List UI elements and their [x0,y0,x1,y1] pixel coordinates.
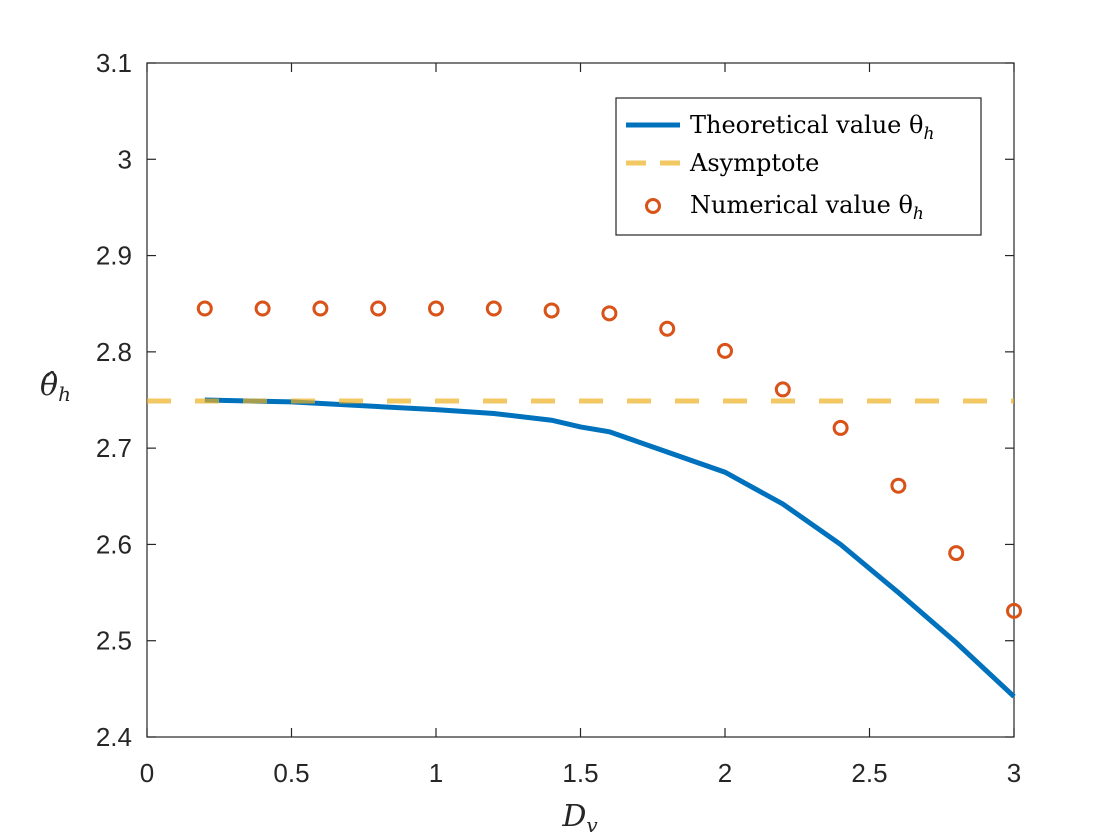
x-tick-label: 0.5 [273,758,309,788]
y-tick-label: 2.5 [96,626,132,656]
legend-label-asymptote: Asymptote [689,149,819,177]
y-tick-label: 3 [118,144,132,174]
y-tick-label: 2.8 [96,337,132,367]
numerical-point [832,419,849,436]
x-tick-label: 2 [718,758,732,788]
y-tick-label: 2.6 [96,529,132,559]
numerical-point [196,300,213,317]
numerical-point [948,545,965,562]
legend-label-theoretical: Theoretical value θh [690,111,934,144]
legend-marker-numerical [645,198,661,214]
theoretical-line [204,397,1016,699]
numerical-point [312,300,329,317]
x-tick-label: 1.5 [562,758,598,788]
x-tick-label: 2.5 [851,758,887,788]
x-tick-label: 1 [429,758,443,788]
numerical-point [1006,602,1022,619]
y-tick-label: 3.1 [96,48,132,78]
numerical-point [428,300,444,317]
legend-label-numerical: Numerical value θh [690,191,924,224]
numerical-point [601,305,618,322]
y-axis-label: θ̂h [40,368,71,406]
y-tick-label: 2.7 [96,433,132,463]
numerical-point [659,320,676,337]
numerical-point [370,300,387,317]
y-tick-label: 2.9 [96,241,132,271]
numerical-point [543,302,560,319]
x-tick-label: 3 [1007,758,1021,788]
numerical-point [254,300,271,317]
x-axis-label: Dv [561,799,598,837]
numerical-point [717,342,733,359]
numerical-point [890,477,907,494]
numerical-point [774,381,791,398]
legend: Theoretical value θh Asymptote Numerical… [615,97,982,236]
x-tick-label: 0 [140,758,154,788]
y-tick-label: 2.4 [96,722,132,752]
numerical-point [485,300,502,317]
